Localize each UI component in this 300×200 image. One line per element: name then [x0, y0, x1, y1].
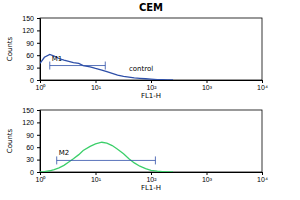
plot-area: [40, 54, 173, 80]
y-tick: 120: [22, 27, 40, 34]
x-tick: 10⁰: [36, 172, 47, 183]
gate-bar: [57, 160, 156, 161]
y-tick-label: 150: [22, 107, 34, 114]
x-axis-line: [41, 173, 263, 176]
y-axis-title: Counts: [6, 36, 14, 61]
y-tick-mark: [37, 55, 40, 56]
x-tick-mark: [96, 80, 97, 83]
y-tick-label: 120: [22, 27, 34, 34]
y-tick: 90: [26, 40, 40, 47]
plot-frame: [40, 110, 262, 172]
y-tick-mark: [37, 110, 40, 111]
y-tick-label: 150: [22, 15, 34, 22]
y-tick-mark: [37, 80, 40, 81]
x-tick-label: 10²: [146, 84, 157, 91]
gate-bar: [50, 65, 106, 66]
x-tick: 10²: [146, 172, 157, 183]
y-tick-mark: [37, 68, 40, 69]
y-tick: 60: [26, 52, 40, 59]
y-tick: 30: [26, 156, 40, 163]
y-tick-mark: [37, 172, 40, 173]
x-tick-label: 10²: [146, 176, 157, 183]
x-tick-label: 10¹: [91, 84, 102, 91]
y-tick: 90: [26, 132, 40, 139]
title: CEM: [139, 2, 163, 13]
y-tick: 30: [26, 64, 40, 71]
x-axis-line: [41, 81, 263, 84]
y-axis: 0 30 60 90 120 150: [22, 15, 40, 84]
y-tick: 60: [26, 144, 40, 151]
y-tick-label: 0: [30, 77, 34, 84]
panel: 10⁰ 10¹ 10² 10³ 10⁴ 0 30 60 90 120 150 FL1-H Counts M…: [6, 15, 268, 100]
x-axis: 10⁰ 10¹ 10² 10³ 10⁴: [36, 172, 268, 183]
gate-label: M1: [52, 55, 63, 63]
x-tick-mark: [262, 172, 263, 175]
gate-end: [56, 156, 57, 164]
figure: 10⁰ 10¹ 10² 10³ 10⁴ 0 30 60 90 120 150 FL1-H Counts M…: [0, 0, 300, 200]
x-tick-label: 10¹: [91, 176, 102, 183]
y-tick-label: 90: [26, 40, 34, 47]
y-tick-label: 60: [26, 52, 34, 59]
x-tick: 10⁰: [36, 80, 47, 91]
y-tick-mark: [37, 43, 40, 44]
x-tick: 10³: [202, 172, 213, 183]
plot-frame: [40, 18, 262, 80]
y-tick-label: 30: [26, 64, 34, 71]
gate-end: [155, 156, 156, 164]
x-tick-label: 10⁰: [36, 84, 47, 91]
y-tick-label: 0: [30, 169, 34, 176]
x-tick-label: 10³: [202, 84, 213, 91]
x-tick-mark: [262, 80, 263, 83]
histogram-line: [40, 142, 173, 172]
y-tick: 0: [30, 169, 40, 176]
gate-label: M2: [59, 149, 70, 157]
x-axis-title: FL1-H: [141, 92, 161, 100]
panel: 10⁰ 10¹ 10² 10³ 10⁴ 0 30 60 90 120 150 FL1-H Counts M…: [6, 107, 268, 192]
y-tick-mark: [37, 30, 40, 31]
x-tick: 10⁴: [257, 172, 268, 183]
y-tick-mark: [37, 122, 40, 123]
y-tick-mark: [37, 147, 40, 148]
x-tick-label: 10⁴: [257, 176, 268, 183]
x-tick: 10¹: [91, 80, 102, 91]
x-tick-mark: [96, 172, 97, 175]
gate-end: [105, 62, 106, 70]
x-tick-mark: [207, 80, 208, 83]
x-tick-label: 10⁰: [36, 176, 47, 183]
x-tick-label: 10⁴: [257, 84, 268, 91]
x-axis-title: FL1-H: [141, 184, 161, 192]
x-tick-mark: [207, 172, 208, 175]
y-tick-mark: [37, 160, 40, 161]
x-tick: 10¹: [91, 172, 102, 183]
x-tick-mark: [151, 80, 152, 83]
y-tick-mark: [37, 18, 40, 19]
x-tick-mark: [151, 172, 152, 175]
x-tick: 10³: [202, 80, 213, 91]
y-axis-title: Counts: [6, 128, 14, 153]
x-tick: 10⁴: [257, 80, 268, 91]
y-tick-label: 120: [22, 119, 34, 126]
y-tick-label: 30: [26, 156, 34, 163]
y-tick: 0: [30, 77, 40, 84]
x-axis: 10⁰ 10¹ 10² 10³ 10⁴: [36, 80, 268, 91]
gate-end: [49, 62, 50, 70]
y-axis: 0 30 60 90 120 150: [22, 107, 40, 176]
y-tick-mark: [37, 135, 40, 136]
plot-area: [40, 142, 173, 172]
y-tick: 150: [22, 107, 40, 114]
y-tick: 150: [22, 15, 40, 22]
x-tick: 10²: [146, 80, 157, 91]
y-tick-label: 90: [26, 132, 34, 139]
annotation: control: [129, 65, 153, 73]
y-tick-label: 60: [26, 144, 34, 151]
x-tick-label: 10³: [202, 176, 213, 183]
histogram-line: [40, 54, 173, 80]
y-tick: 120: [22, 119, 40, 126]
